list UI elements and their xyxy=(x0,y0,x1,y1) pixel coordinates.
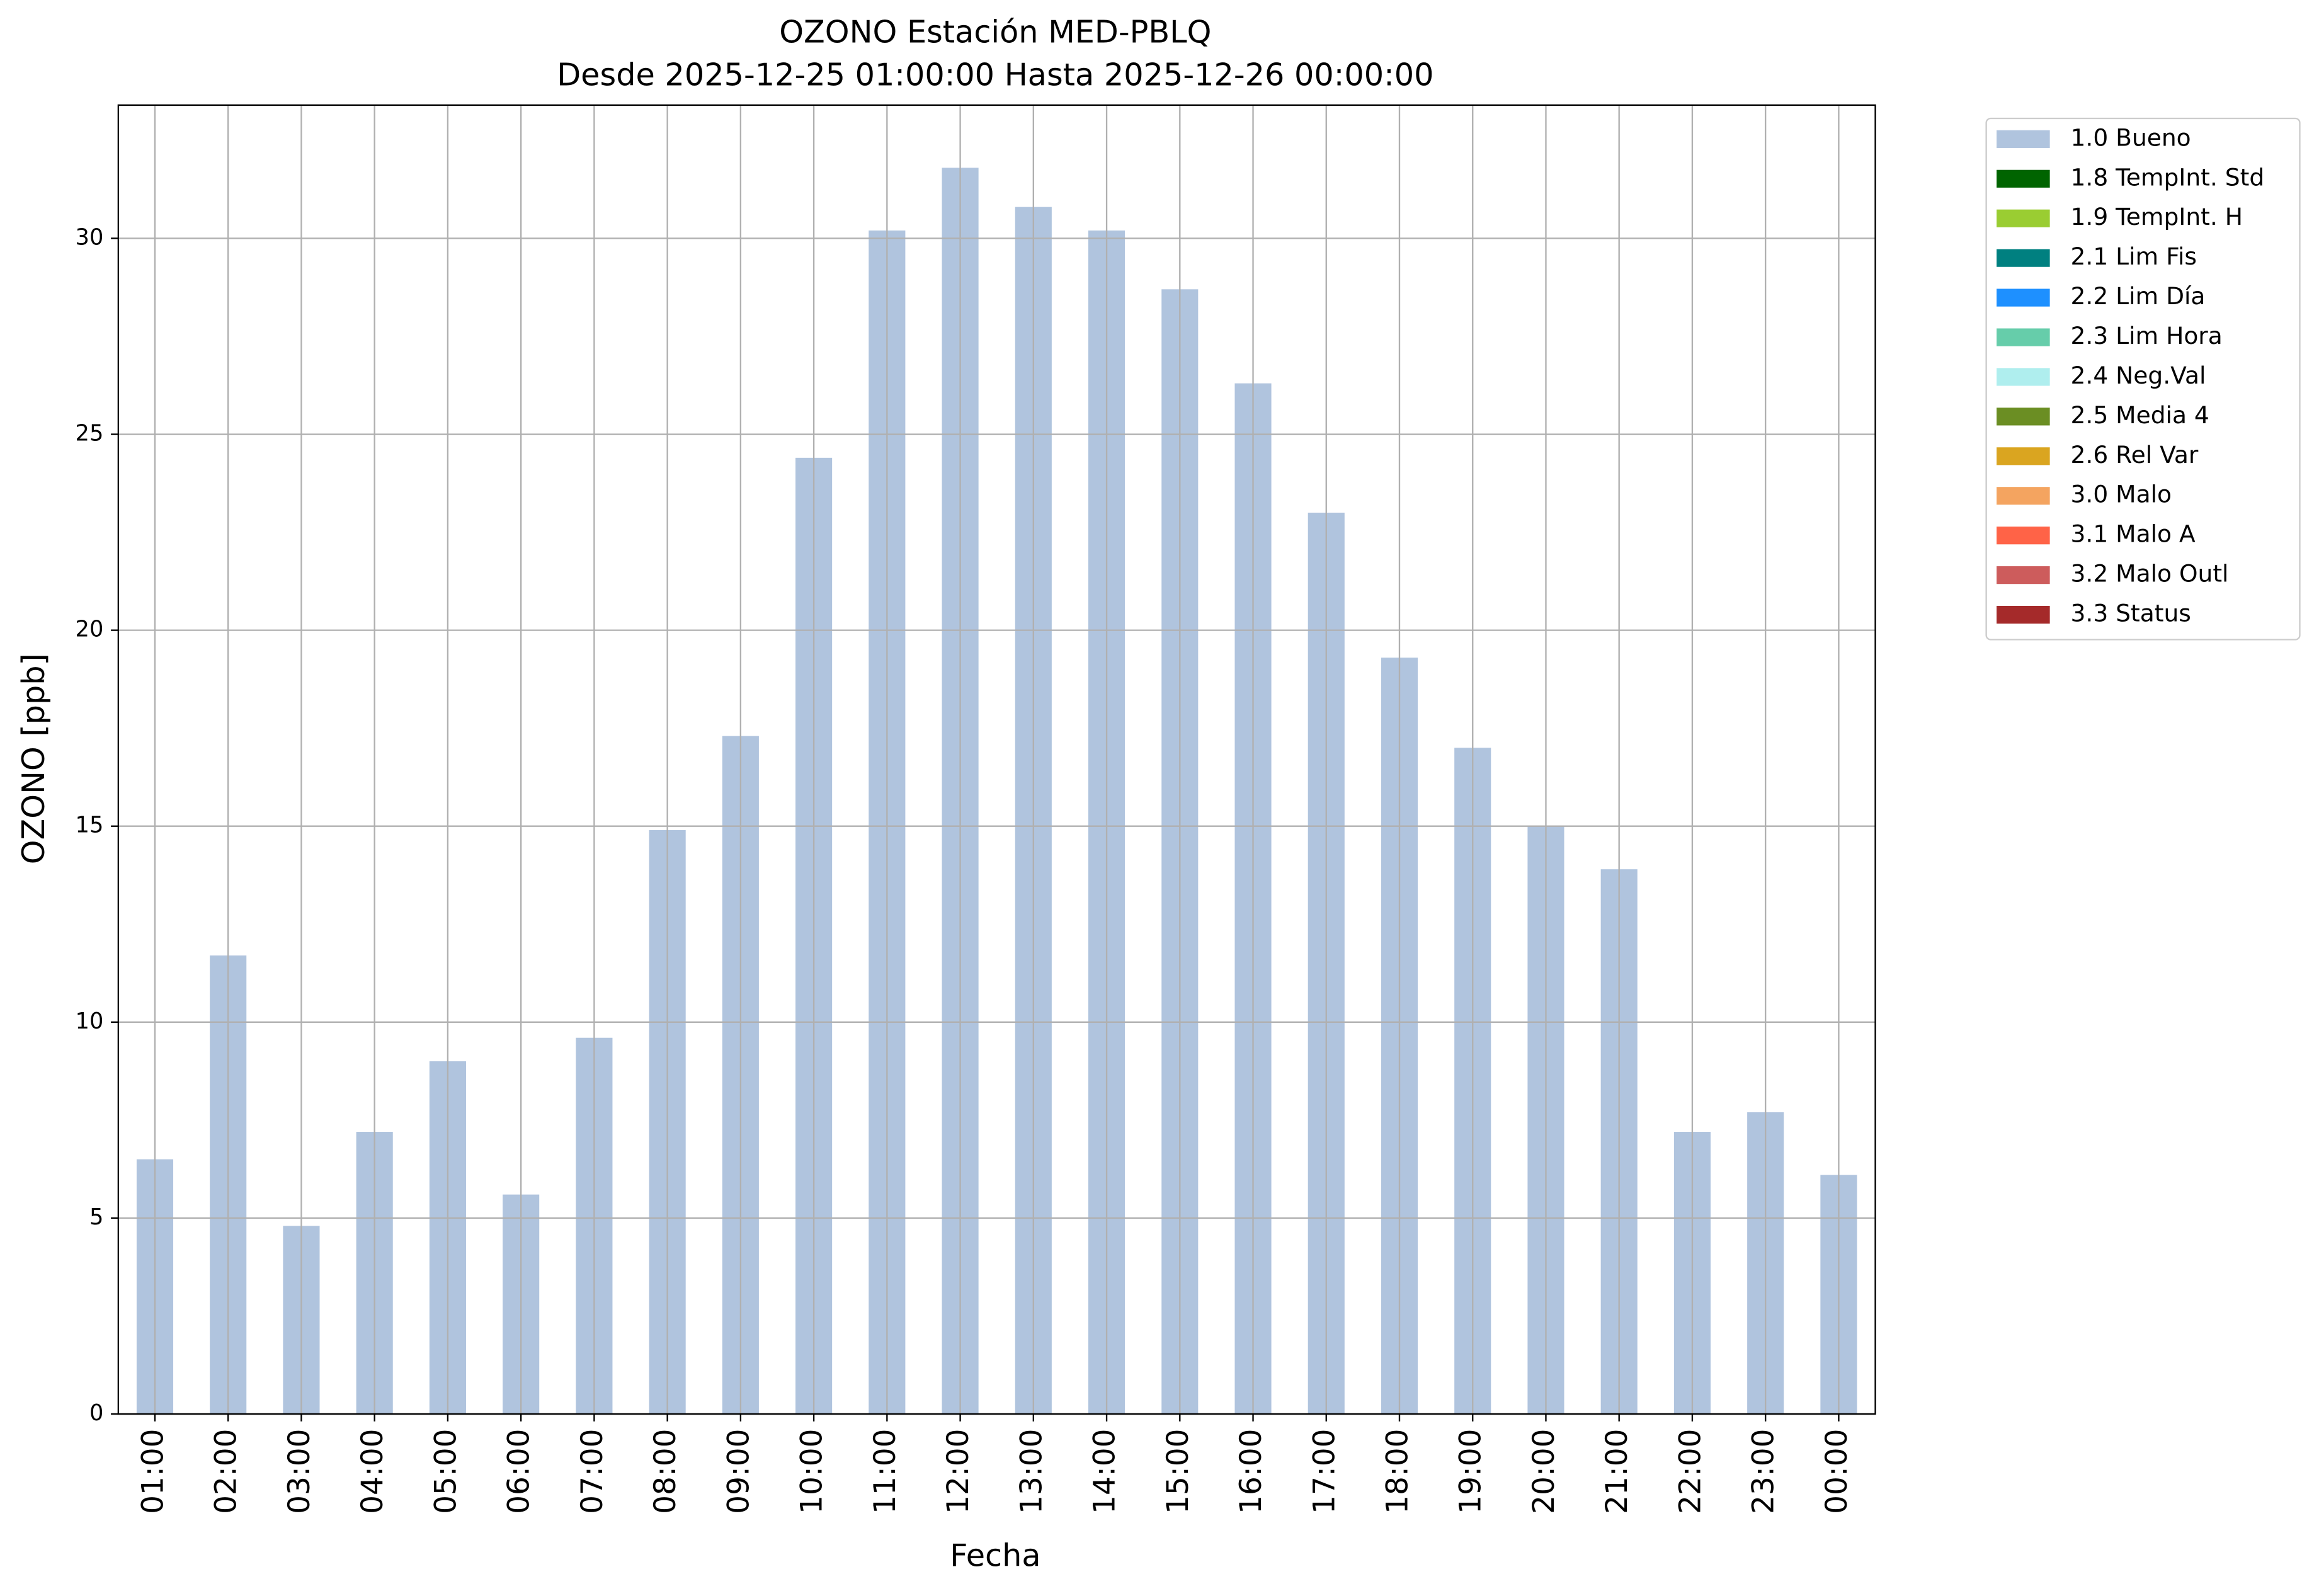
legend-label: 2.5 Media 4 xyxy=(2071,401,2209,429)
legend-label: 1.8 TempInt. Std xyxy=(2071,163,2265,191)
legend-swatch xyxy=(1997,605,2050,624)
x-tick-label: 06:00 xyxy=(502,1429,537,1514)
legend-label: 2.4 Neg.Val xyxy=(2071,362,2206,389)
legend-label: 3.3 Status xyxy=(2071,600,2191,627)
y-tick-label: 15 xyxy=(76,812,104,838)
legend-swatch xyxy=(1997,566,2050,584)
x-tick-label: 00:00 xyxy=(1820,1429,1854,1514)
y-tick-label: 25 xyxy=(76,421,104,447)
y-tick-label: 0 xyxy=(89,1400,103,1426)
x-tick-label: 08:00 xyxy=(648,1429,683,1514)
chart-subtitle: Desde 2025-12-25 01:00:00 Hasta 2025-12-… xyxy=(557,57,1433,93)
legend-swatch xyxy=(1997,328,2050,346)
y-tick-label: 30 xyxy=(76,224,104,250)
legend-swatch xyxy=(1997,209,2050,227)
legend-label: 3.2 Malo Outl xyxy=(2071,560,2229,588)
x-tick-label: 19:00 xyxy=(1454,1429,1488,1514)
x-tick-label: 02:00 xyxy=(209,1429,244,1514)
x-tick-label: 15:00 xyxy=(1161,1429,1195,1514)
legend-swatch xyxy=(1997,288,2050,307)
y-tick-label: 20 xyxy=(76,617,104,642)
legend-swatch xyxy=(1997,447,2050,465)
x-tick-label: 17:00 xyxy=(1307,1429,1342,1514)
legend-label: 2.2 Lim Día xyxy=(2071,282,2206,310)
legend-label: 2.1 Lim Fis xyxy=(2071,242,2197,270)
y-tick-label: 10 xyxy=(76,1008,104,1034)
legend-label: 1.0 Bueno xyxy=(2071,123,2191,151)
legend-label: 1.9 TempInt. H xyxy=(2071,203,2243,231)
x-tick-label: 12:00 xyxy=(941,1429,976,1514)
x-tick-label: 16:00 xyxy=(1234,1429,1268,1514)
x-tick-label: 14:00 xyxy=(1088,1429,1122,1514)
legend-swatch xyxy=(1997,527,2050,545)
legend-swatch xyxy=(1997,249,2050,267)
y-tick-label: 5 xyxy=(89,1204,103,1230)
x-tick-label: 11:00 xyxy=(868,1429,903,1514)
x-tick-label: 01:00 xyxy=(135,1429,170,1514)
x-tick-label: 23:00 xyxy=(1746,1429,1781,1514)
x-tick-label: 22:00 xyxy=(1673,1429,1707,1514)
legend-swatch xyxy=(1997,169,2050,188)
plot-frame xyxy=(117,104,1876,1415)
chart-title: OZONO Estación MED-PBLQ xyxy=(779,14,1211,50)
x-tick-label: 09:00 xyxy=(721,1429,756,1514)
legend-label: 3.1 Malo A xyxy=(2071,520,2196,548)
x-axis-label: Fecha xyxy=(950,1537,1041,1573)
x-tick-label: 03:00 xyxy=(282,1429,317,1514)
x-tick-label: 21:00 xyxy=(1600,1429,1634,1514)
x-tick-label: 04:00 xyxy=(355,1429,390,1514)
legend-swatch xyxy=(1997,408,2050,426)
x-tick-label: 13:00 xyxy=(1014,1429,1049,1514)
x-tick-label: 07:00 xyxy=(575,1429,610,1514)
x-tick-label: 10:00 xyxy=(795,1429,829,1514)
legend-swatch xyxy=(1997,368,2050,386)
x-tick-label: 20:00 xyxy=(1527,1429,1561,1514)
y-axis-label: OZONO [ppb] xyxy=(15,653,52,864)
x-tick-label: 18:00 xyxy=(1380,1429,1415,1514)
legend-label: 3.0 Malo xyxy=(2071,481,2172,508)
x-tick-label: 05:00 xyxy=(428,1429,463,1514)
legend-swatch xyxy=(1997,130,2050,148)
legend-label: 2.3 Lim Hora xyxy=(2071,322,2223,350)
legend-swatch xyxy=(1997,487,2050,505)
legend-box xyxy=(1985,117,2301,641)
legend-label: 2.6 Rel Var xyxy=(2071,441,2199,469)
